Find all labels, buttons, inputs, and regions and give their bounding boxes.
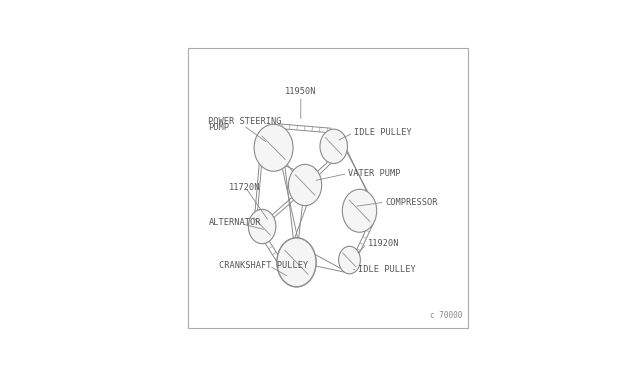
Text: 11950N: 11950N <box>285 87 317 96</box>
Text: PUMP: PUMP <box>208 123 228 132</box>
Ellipse shape <box>320 129 348 164</box>
Ellipse shape <box>254 124 293 171</box>
Text: ALTERNATOR: ALTERNATOR <box>209 218 262 227</box>
Text: CRANKSHAFT PULLEY: CRANKSHAFT PULLEY <box>219 261 308 270</box>
Text: VATER PUMP: VATER PUMP <box>348 169 401 178</box>
Text: POWER STEERING: POWER STEERING <box>208 117 281 126</box>
Ellipse shape <box>342 189 377 232</box>
Text: c 70000: c 70000 <box>430 311 463 320</box>
Text: COMPRESSOR: COMPRESSOR <box>385 198 438 207</box>
Text: 11720N: 11720N <box>229 183 260 192</box>
Text: 11920N: 11920N <box>367 239 399 248</box>
Ellipse shape <box>248 209 276 244</box>
Ellipse shape <box>339 246 360 274</box>
Text: IDLE PULLEY: IDLE PULLEY <box>354 128 412 137</box>
Ellipse shape <box>289 164 322 206</box>
Ellipse shape <box>277 238 316 287</box>
Text: IDLE PULLEY: IDLE PULLEY <box>358 265 416 274</box>
